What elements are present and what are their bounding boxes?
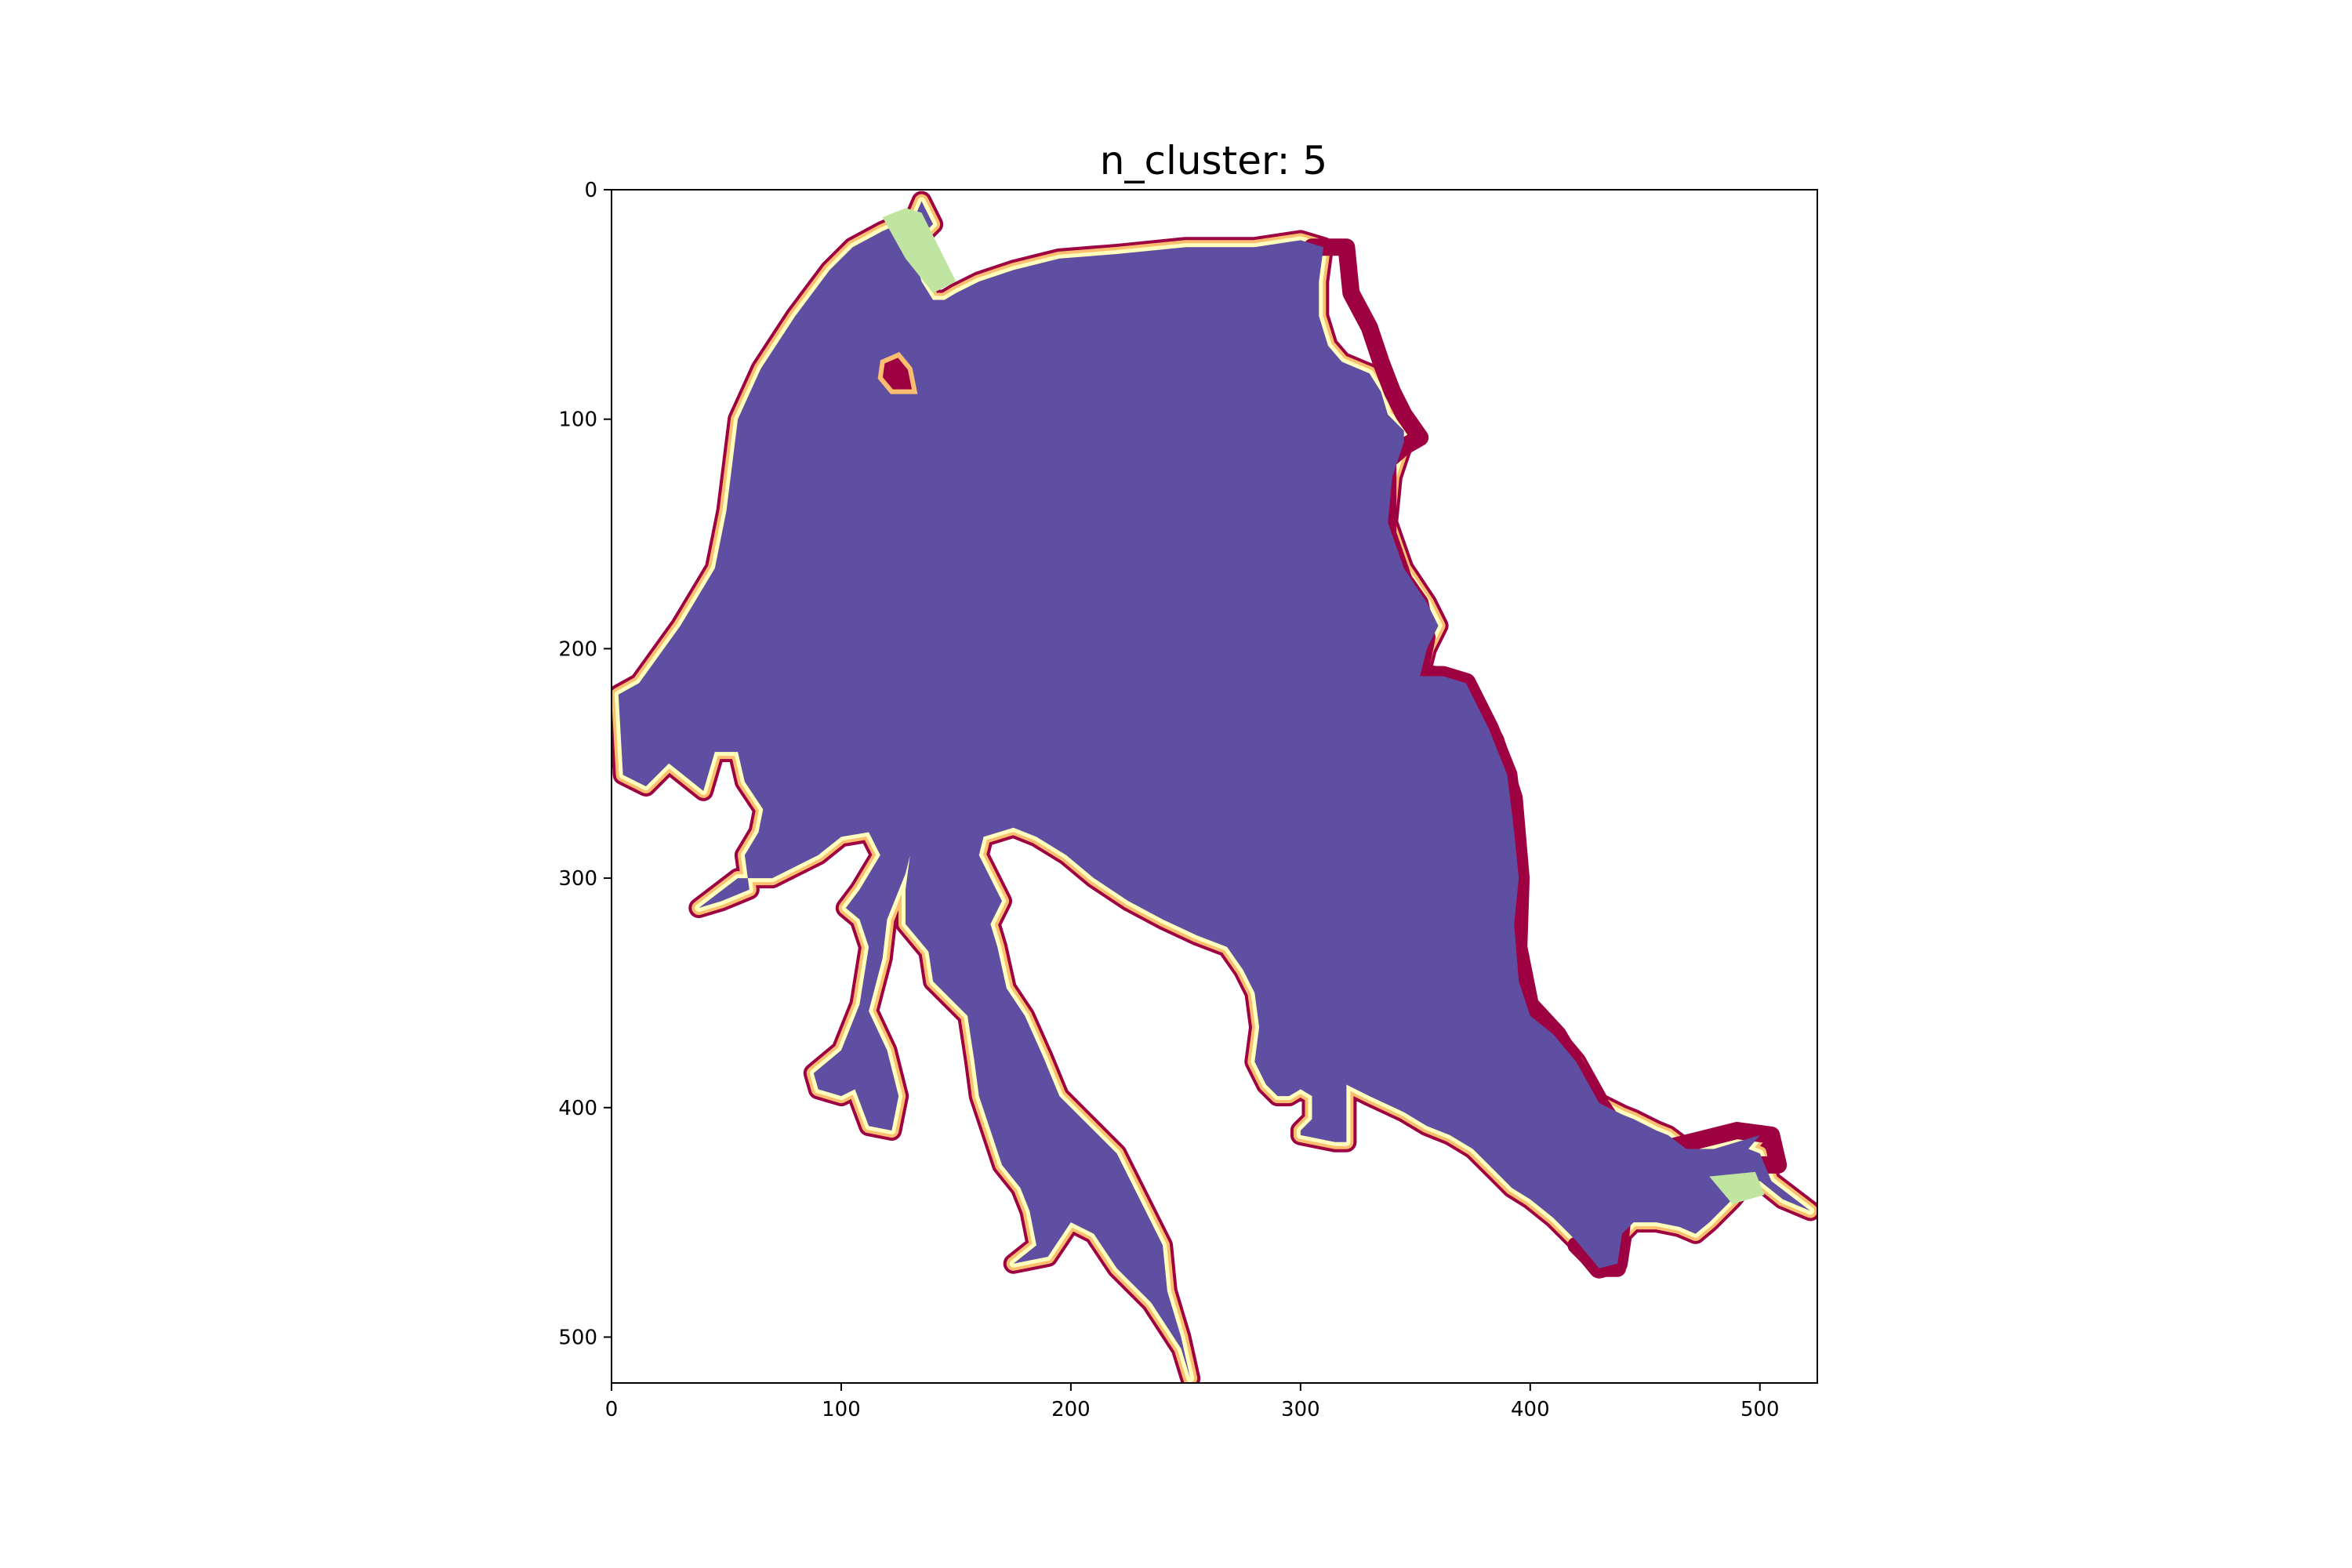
chart-title: n_cluster: 5 xyxy=(1100,138,1327,183)
plot-frame xyxy=(611,189,1818,1384)
cluster-3-patch-0 xyxy=(882,208,956,293)
y-axis: 0 100 200 300 400 500 xyxy=(558,179,612,1349)
x-axis: 0 100 200 300 400 500 xyxy=(605,1383,1780,1421)
y-tick-label: 500 xyxy=(558,1326,597,1349)
x-tick-label: 100 xyxy=(822,1398,861,1421)
y-tick-label: 200 xyxy=(558,637,597,661)
y-tick-label: 400 xyxy=(558,1097,597,1120)
y-tick-label: 0 xyxy=(584,179,597,202)
y-tick-label: 300 xyxy=(558,867,597,891)
x-tick-label: 0 xyxy=(605,1398,619,1421)
x-tick-label: 400 xyxy=(1511,1398,1550,1421)
cluster-4-open-water xyxy=(618,201,1811,1379)
x-tick-label: 200 xyxy=(1051,1398,1091,1421)
x-tick-label: 500 xyxy=(1740,1398,1780,1421)
island-0 xyxy=(877,352,918,394)
x-tick-label: 300 xyxy=(1281,1398,1320,1421)
y-tick-label: 100 xyxy=(558,408,597,432)
cluster-3-patch-1 xyxy=(1709,1171,1765,1204)
plot-area xyxy=(612,191,1817,1383)
